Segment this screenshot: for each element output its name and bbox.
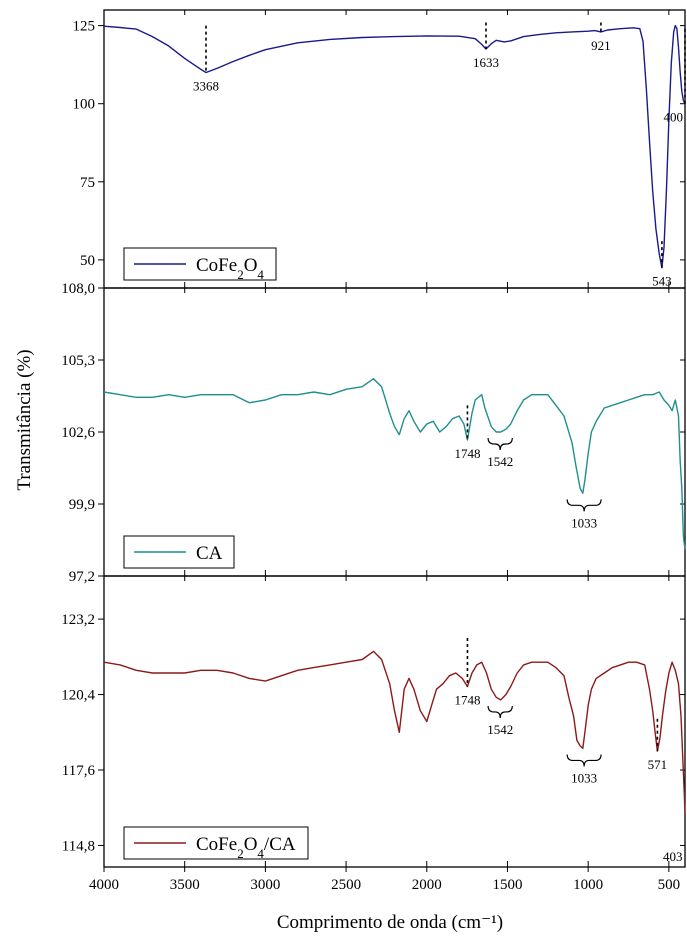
peak-annotation: 543 [652,241,672,289]
panel-frame [103,575,686,868]
peak-brace [487,437,513,451]
x-tick-label: 2500 [331,877,361,893]
series-line [103,378,686,550]
y-tick-label: 105,3 [61,353,95,369]
peak-annotation: 1033 [566,754,602,785]
y-tick-label: 117,6 [62,763,96,779]
peak-annotation: 403 [663,849,683,864]
peak-annotation: 1033 [566,499,602,530]
peak-label: 403 [663,849,683,864]
y-tick-label: 102,6 [61,425,95,441]
peak-annotation: 1633 [473,22,499,70]
y-tick-label: 75 [80,175,95,191]
peak-brace [566,754,602,767]
peak-label: 1033 [571,515,597,530]
y-tick-label: 100 [73,97,96,113]
peak-label: 1542 [487,454,513,469]
peak-brace [566,499,602,512]
x-tick-label: 3000 [250,877,280,893]
peak-label: 921 [591,38,611,53]
peak-label: 1633 [473,55,499,70]
y-tick-label: 50 [80,253,95,269]
x-tick-label: 3500 [170,877,200,893]
peak-label: 1033 [571,770,597,785]
panel-2: 108,0 105,3 102,6 99,9 97,2 1748 1542 1033 CA [61,281,686,585]
peak-label: 400 [664,110,684,125]
peak-annotation: 400 [664,28,686,125]
y-axis-title: Transmitância (%) [14,349,35,490]
legend: CoFe2O4 [123,247,277,282]
y-tick-label: 125 [73,19,96,35]
legend-label: CoFe2O4/CA [196,834,296,861]
peak-annotation: 1748 [454,405,480,461]
y-tick-label: 120,4 [61,688,95,704]
peak-annotation: 3368 [193,25,219,93]
series-line [103,24,686,269]
panel-frame [103,287,686,577]
peak-annotation: 1542 [487,705,513,737]
legend: CA [123,535,235,569]
x-tick-label: 1000 [573,877,603,893]
y-tick-label: 114,8 [62,838,95,854]
y-tick-label: 99,9 [69,497,95,513]
panel-1: 125 100 75 50 3368 1633 921 400 543 CoFe2O4 [73,9,686,289]
y-tick-label: 97,2 [69,569,95,585]
peak-annotation: 1748 [454,637,480,707]
series-line [103,650,686,814]
peak-annotation: 1542 [487,437,513,469]
peak-label: 571 [648,757,668,772]
x-tick-label: 2000 [412,877,442,893]
peak-label: 1748 [454,692,480,707]
x-tick-label: 4000 [89,877,119,893]
x-axis-title: Comprimento de onda (cm⁻¹) [277,912,503,933]
y-tick-label: 123,2 [61,612,95,628]
peak-brace [487,705,513,718]
peak-annotation: 921 [591,22,611,53]
legend-label: CA [196,543,223,564]
peak-label: 543 [652,274,672,289]
y-tick-label: 108,0 [61,281,95,297]
peak-label: 1748 [454,446,480,461]
legend: CoFe2O4/CA [123,826,309,861]
x-tick-label: 500 [658,877,681,893]
peak-label: 3368 [193,78,219,93]
peak-annotation: 571 [648,718,668,772]
x-tick-label: 1500 [492,877,522,893]
legend-label: CoFe2O4 [196,255,264,282]
peak-label: 1542 [487,722,513,737]
panel-3: 123,2 120,4 117,6 114,8 1748 1542 1033 571 403 Co… [61,575,686,868]
